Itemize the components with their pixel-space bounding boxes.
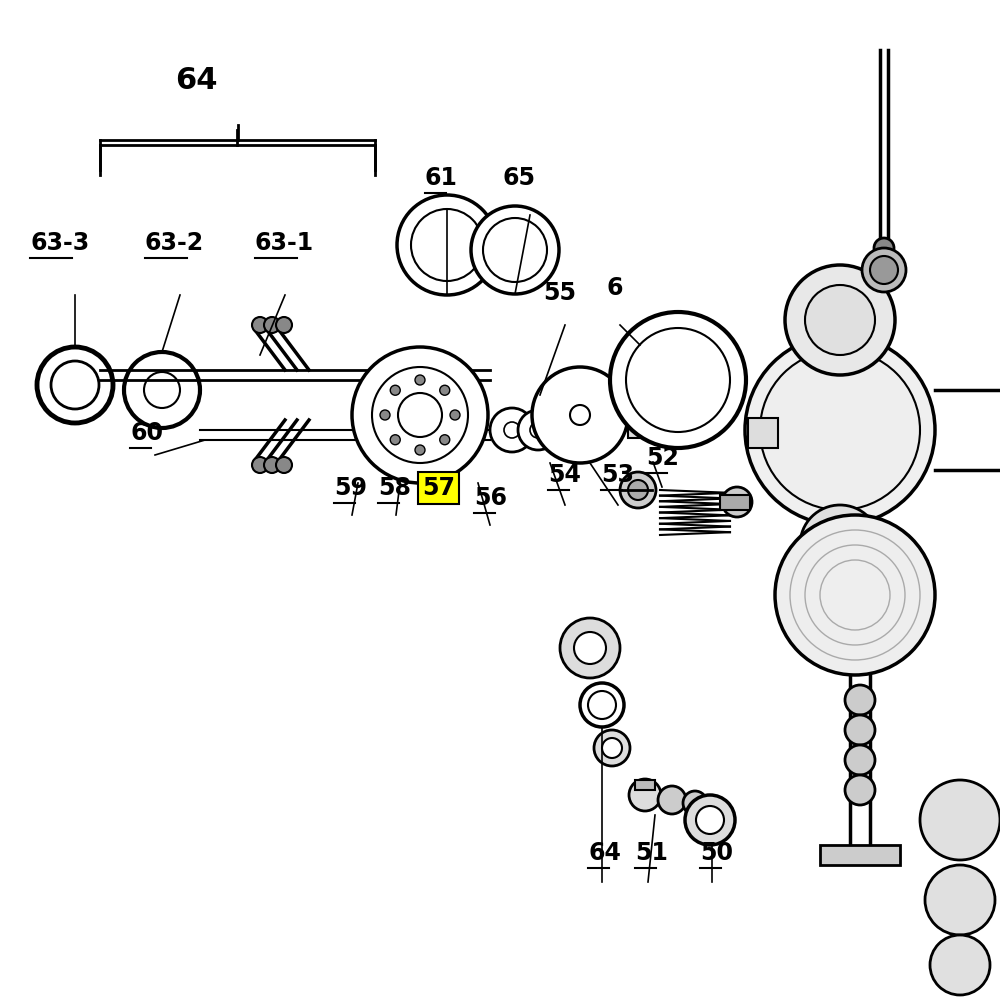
- Circle shape: [415, 445, 425, 455]
- Text: 55: 55: [543, 281, 576, 305]
- Circle shape: [610, 312, 746, 448]
- Circle shape: [37, 347, 113, 423]
- Circle shape: [264, 457, 280, 473]
- Circle shape: [518, 410, 558, 450]
- Circle shape: [483, 218, 547, 282]
- Circle shape: [550, 422, 566, 438]
- Circle shape: [862, 248, 906, 292]
- Circle shape: [530, 422, 546, 438]
- Circle shape: [628, 480, 648, 500]
- Circle shape: [124, 352, 200, 428]
- Circle shape: [870, 256, 898, 284]
- Circle shape: [372, 367, 468, 463]
- Circle shape: [658, 786, 686, 814]
- Circle shape: [490, 408, 534, 452]
- Text: 52: 52: [646, 446, 679, 470]
- Circle shape: [845, 745, 875, 775]
- Text: 6: 6: [607, 276, 624, 300]
- Text: 56: 56: [474, 486, 507, 510]
- Circle shape: [845, 775, 875, 805]
- Circle shape: [276, 317, 292, 333]
- Circle shape: [588, 691, 616, 719]
- Circle shape: [683, 791, 707, 815]
- Circle shape: [398, 393, 442, 437]
- Circle shape: [560, 618, 620, 678]
- Circle shape: [390, 385, 400, 395]
- Text: 65: 65: [502, 166, 535, 190]
- Circle shape: [685, 795, 735, 845]
- Text: 50: 50: [700, 841, 733, 865]
- Circle shape: [580, 683, 624, 727]
- Circle shape: [874, 238, 894, 258]
- Bar: [748, 418, 778, 448]
- Circle shape: [411, 209, 483, 281]
- Text: 60: 60: [130, 421, 163, 445]
- Circle shape: [471, 206, 559, 294]
- Text: 63-3: 63-3: [30, 231, 89, 255]
- Circle shape: [722, 487, 752, 517]
- Circle shape: [440, 435, 450, 445]
- Circle shape: [805, 285, 875, 355]
- Circle shape: [925, 865, 995, 935]
- Circle shape: [696, 806, 724, 834]
- Circle shape: [532, 367, 628, 463]
- Text: 51: 51: [635, 841, 668, 865]
- Circle shape: [570, 405, 590, 425]
- Circle shape: [594, 730, 630, 766]
- Circle shape: [574, 632, 606, 664]
- Text: 64: 64: [175, 66, 218, 95]
- Circle shape: [504, 422, 520, 438]
- Circle shape: [602, 738, 622, 758]
- Circle shape: [440, 385, 450, 395]
- Circle shape: [930, 935, 990, 995]
- Circle shape: [397, 195, 497, 295]
- Circle shape: [51, 361, 99, 409]
- Circle shape: [276, 457, 292, 473]
- Bar: [635, 780, 655, 790]
- Circle shape: [845, 715, 875, 745]
- Text: 61: 61: [425, 166, 458, 190]
- Circle shape: [626, 328, 730, 432]
- Text: 59: 59: [334, 476, 367, 500]
- Circle shape: [264, 317, 280, 333]
- Circle shape: [450, 410, 460, 420]
- Circle shape: [845, 685, 875, 715]
- Circle shape: [745, 335, 935, 525]
- Circle shape: [252, 457, 268, 473]
- Circle shape: [144, 372, 180, 408]
- Circle shape: [380, 410, 390, 420]
- Circle shape: [620, 472, 656, 508]
- Circle shape: [390, 435, 400, 445]
- Text: 57: 57: [422, 476, 455, 500]
- Bar: [628, 400, 648, 438]
- Circle shape: [252, 317, 268, 333]
- Circle shape: [352, 347, 488, 483]
- Circle shape: [540, 412, 576, 448]
- Circle shape: [775, 515, 935, 675]
- Circle shape: [629, 779, 661, 811]
- Circle shape: [785, 265, 895, 375]
- Text: 63-2: 63-2: [145, 231, 204, 255]
- Bar: [820, 845, 900, 865]
- Text: 53: 53: [601, 463, 634, 487]
- Circle shape: [920, 780, 1000, 860]
- Text: 54: 54: [548, 463, 581, 487]
- Text: 58: 58: [378, 476, 411, 500]
- Circle shape: [760, 350, 920, 510]
- Circle shape: [800, 505, 880, 585]
- Bar: [720, 495, 750, 510]
- Text: 63-1: 63-1: [255, 231, 314, 255]
- Text: 64: 64: [588, 841, 621, 865]
- Circle shape: [415, 375, 425, 385]
